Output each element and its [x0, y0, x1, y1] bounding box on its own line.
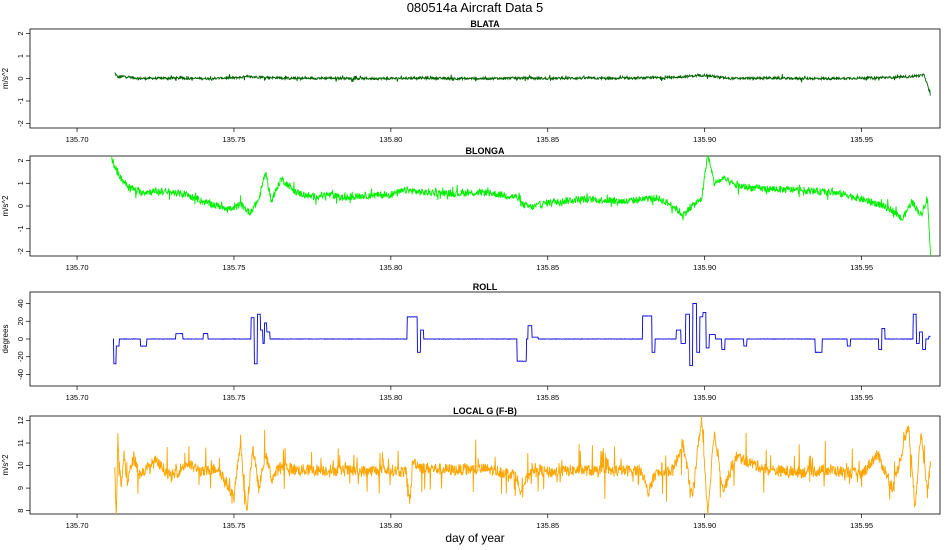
y-tick-label: -40	[16, 369, 25, 380]
x-tick-label: 135.95	[850, 393, 873, 402]
y-tick-label: 1	[16, 54, 25, 58]
x-tick-label: 135.80	[379, 393, 402, 402]
y-tick-label: 12	[16, 416, 25, 424]
panel-local-g: LOCAL G (F-B) m/s^2 8 9 10 11 12 135.70 135.75 13…	[1, 406, 941, 530]
x-tick-label: 135.80	[379, 521, 402, 530]
x-tick-label: 135.85	[536, 263, 559, 272]
series-line-roll	[113, 303, 931, 367]
panel-title: BLONGA	[466, 146, 505, 156]
series-line-blonga	[111, 156, 932, 256]
panel-roll: ROLL degrees -40 -20 0 20 40 135.70 135.75 135.80…	[1, 282, 941, 402]
x-tick-label: 135.85	[536, 393, 559, 402]
x-axis-title: day of year	[445, 531, 505, 545]
x-tick-label: 135.70	[66, 521, 89, 530]
x-tick-label: 135.75	[222, 393, 245, 402]
figure-title: 080514a Aircraft Data 5	[406, 0, 544, 15]
y-tick-label: 40	[16, 299, 25, 307]
x-tick-label: 135.90	[693, 135, 716, 144]
x-tick-label: 135.70	[66, 135, 89, 144]
y-tick-label: 11	[16, 439, 25, 447]
y-tick-label: 1	[16, 181, 25, 185]
series-line-local-g-f-b	[114, 416, 932, 514]
x-tick-label: 135.75	[222, 521, 245, 530]
y-tick-label: 20	[16, 317, 25, 325]
series-line-blata	[114, 72, 931, 96]
plot-frame	[29, 155, 941, 257]
y-tick-label: 8	[16, 509, 25, 513]
y-axis-label: m/s^2	[1, 195, 10, 217]
y-tick-label: 0	[16, 337, 25, 341]
panel-title: LOCAL G (F-B)	[453, 406, 517, 416]
y-tick-label: 2	[16, 31, 25, 35]
x-tick-label: 135.70	[66, 393, 89, 402]
x-tick-label: 135.95	[850, 263, 873, 272]
y-tick-label: -1	[16, 98, 25, 105]
x-tick-label: 135.95	[850, 521, 873, 530]
x-tick-label: 135.80	[379, 135, 402, 144]
x-tick-label: 135.75	[222, 135, 245, 144]
plot-frame	[29, 415, 941, 515]
y-tick-label: 9	[16, 486, 25, 490]
y-tick-label: -20	[16, 351, 25, 362]
x-tick-label: 135.90	[693, 393, 716, 402]
x-tick-label: 135.85	[536, 135, 559, 144]
y-tick-label: -1	[16, 225, 25, 232]
y-axis-label: m/s^2	[1, 454, 10, 476]
y-axis-label: degrees	[1, 325, 10, 354]
panel-blonga: BLONGA m/s^2 -2 -1 0 1 2 135.70 135.75 135.80 135.…	[1, 146, 941, 272]
x-tick-label: 135.80	[379, 263, 402, 272]
x-tick-label: 135.90	[693, 263, 716, 272]
x-tick-label: 135.75	[222, 263, 245, 272]
x-tick-label: 135.90	[693, 521, 716, 530]
y-tick-label: 10	[16, 461, 25, 469]
y-tick-label: -2	[16, 248, 25, 255]
y-axis-label: m/s^2	[1, 67, 10, 89]
panel-blata: BLATA m/s^2 -2 -1 0 1 2 135.70 135.75 135.80 135.8…	[1, 19, 941, 144]
x-tick-label: 135.70	[66, 263, 89, 272]
y-tick-label: 2	[16, 158, 25, 162]
x-tick-label: 135.95	[850, 135, 873, 144]
y-tick-label: 0	[16, 76, 25, 80]
panel-title: ROLL	[473, 282, 498, 292]
x-tick-label: 135.85	[536, 521, 559, 530]
y-tick-label: -2	[16, 120, 25, 127]
y-tick-label: 0	[16, 204, 25, 208]
panel-title: BLATA	[470, 19, 500, 29]
